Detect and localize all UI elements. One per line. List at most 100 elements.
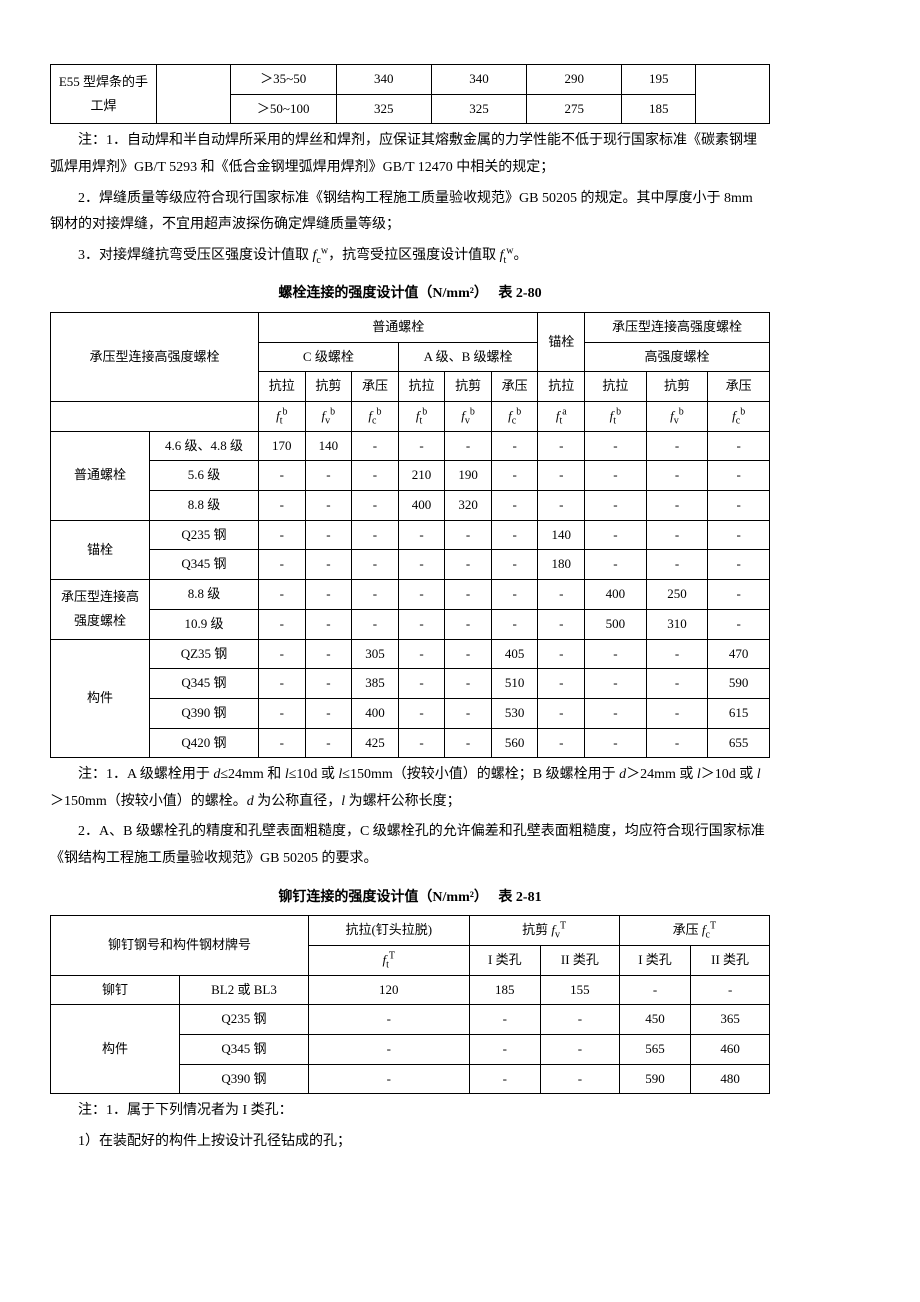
value-cell: - xyxy=(708,491,770,521)
symbol-cell: fcb xyxy=(352,402,399,432)
value-cell: - xyxy=(259,520,306,550)
note-text: 1）在装配好的构件上按设计孔径钻成的孔； xyxy=(50,1129,770,1156)
header-cell: 抗剪 xyxy=(445,372,492,402)
value-cell: 120 xyxy=(309,975,470,1005)
value-cell: - xyxy=(259,609,306,639)
label-cell: Q345 钢 xyxy=(180,1034,309,1064)
value-cell: - xyxy=(538,698,585,728)
value-cell: - xyxy=(538,431,585,461)
value-cell: - xyxy=(619,975,690,1005)
value-cell: 180 xyxy=(538,550,585,580)
value-cell: - xyxy=(398,698,445,728)
value-cell: - xyxy=(585,461,647,491)
group-cell: 构件 xyxy=(51,1005,180,1094)
value-cell: - xyxy=(398,550,445,580)
value-cell: - xyxy=(585,520,647,550)
value-cell: 385 xyxy=(352,669,399,699)
value-cell: - xyxy=(352,491,399,521)
header-cell: 抗拉(钉头拉脱) xyxy=(309,916,470,946)
value-cell: - xyxy=(708,550,770,580)
value-cell: - xyxy=(538,669,585,699)
label-cell: Q390 钢 xyxy=(150,698,259,728)
value-cell: - xyxy=(259,461,306,491)
value-cell: - xyxy=(305,580,352,610)
value-cell: 510 xyxy=(491,669,538,699)
note-text: 2．A、B 级螺栓孔的精度和孔壁表面粗糙度，C 级螺栓孔的允许偏差和孔壁表面粗糙… xyxy=(50,819,770,872)
value-cell: 310 xyxy=(646,609,708,639)
note-text: 注：1．A 级螺栓用于 d≤24mm 和 l≤10d 或 l≤150mm（按较小… xyxy=(50,762,770,815)
value-cell: - xyxy=(352,550,399,580)
value-cell: 470 xyxy=(708,639,770,669)
value-cell: - xyxy=(445,728,492,758)
value-cell: - xyxy=(445,639,492,669)
value-cell: - xyxy=(259,728,306,758)
value-cell: - xyxy=(585,669,647,699)
value-cell: - xyxy=(305,609,352,639)
value-cell: 500 xyxy=(585,609,647,639)
value-cell: - xyxy=(352,461,399,491)
value-cell: 530 xyxy=(491,698,538,728)
label-cell: 8.8 级 xyxy=(150,580,259,610)
header-cell: 抗剪 fvT xyxy=(469,916,619,946)
value-cell: - xyxy=(708,461,770,491)
value-cell: - xyxy=(398,609,445,639)
value-cell: - xyxy=(445,580,492,610)
header-cell: 抗拉 xyxy=(585,372,647,402)
value-cell: - xyxy=(398,728,445,758)
value-cell: - xyxy=(398,669,445,699)
value-cell: - xyxy=(491,461,538,491)
value-cell: 450 xyxy=(619,1005,690,1035)
value-cell: - xyxy=(305,728,352,758)
value-cell: - xyxy=(259,669,306,699)
label-cell: 8.8 级 xyxy=(150,491,259,521)
label-cell: Q420 钢 xyxy=(150,728,259,758)
header-cell: 承压 xyxy=(491,372,538,402)
value-cell: - xyxy=(708,609,770,639)
value-cell: 400 xyxy=(352,698,399,728)
value-cell: 155 xyxy=(541,975,620,1005)
blank-cell xyxy=(51,402,259,432)
value-cell: - xyxy=(469,1034,540,1064)
group-cell: 构件 xyxy=(51,639,150,758)
group-cell: 铆钉 xyxy=(51,975,180,1005)
header-cell: 抗拉 xyxy=(398,372,445,402)
value-cell: - xyxy=(708,431,770,461)
symbol-cell: fcb xyxy=(491,402,538,432)
value-cell: - xyxy=(445,698,492,728)
val-cell: 340 xyxy=(431,65,526,95)
label-cell: 10.9 级 xyxy=(150,609,259,639)
header-cell: C 级螺栓 xyxy=(259,342,399,372)
label-cell: 4.6 级、4.8 级 xyxy=(150,431,259,461)
header-cell: 承压 xyxy=(352,372,399,402)
value-cell: - xyxy=(309,1064,470,1094)
value-cell: - xyxy=(646,728,708,758)
header-cell: 承压型连接高强度螺栓 xyxy=(51,312,259,401)
value-cell: - xyxy=(259,550,306,580)
label-cell: 5.6 级 xyxy=(150,461,259,491)
value-cell: - xyxy=(538,609,585,639)
value-cell: - xyxy=(259,580,306,610)
header-cell: ftT xyxy=(309,945,470,975)
value-cell: - xyxy=(585,431,647,461)
header-cell: 承压 fcT xyxy=(619,916,769,946)
header-cell: 普通螺栓 xyxy=(259,312,538,342)
value-cell: 590 xyxy=(619,1064,690,1094)
value-cell: - xyxy=(445,550,492,580)
value-cell: - xyxy=(691,975,770,1005)
header-cell: I 类孔 xyxy=(469,945,540,975)
value-cell: 560 xyxy=(491,728,538,758)
header-cell: 铆钉钢号和构件钢材牌号 xyxy=(51,916,309,975)
range-cell: ＞35~50 xyxy=(230,65,336,95)
value-cell: 460 xyxy=(691,1034,770,1064)
value-cell: - xyxy=(538,580,585,610)
value-cell: 140 xyxy=(305,431,352,461)
val-cell: 275 xyxy=(527,94,622,124)
value-cell: 210 xyxy=(398,461,445,491)
value-cell: 320 xyxy=(445,491,492,521)
value-cell: - xyxy=(445,669,492,699)
range-cell: ＞50~100 xyxy=(230,94,336,124)
value-cell: 400 xyxy=(398,491,445,521)
header-cell: A 级、B 级螺栓 xyxy=(398,342,538,372)
value-cell: - xyxy=(491,609,538,639)
value-cell: - xyxy=(541,1034,620,1064)
